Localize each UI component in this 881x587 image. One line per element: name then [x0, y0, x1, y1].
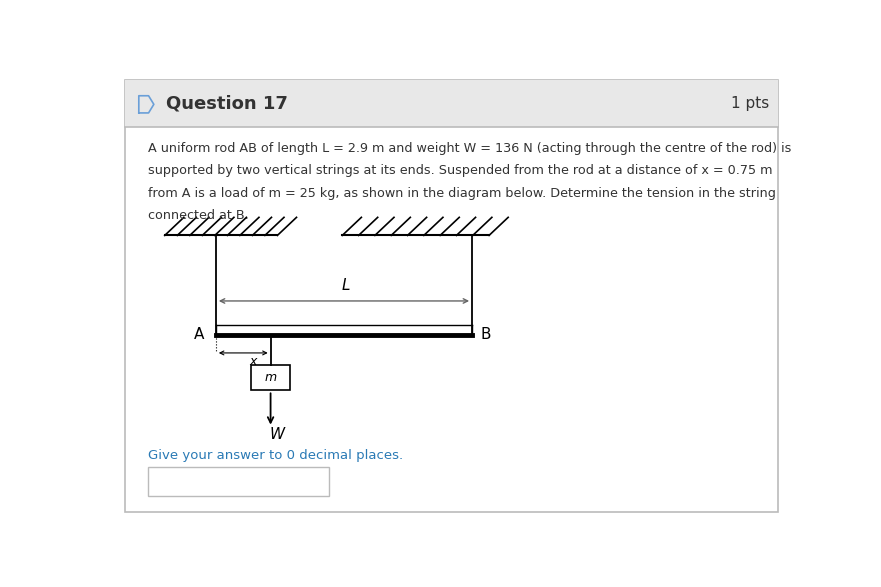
- Text: $L$: $L$: [341, 277, 351, 293]
- Bar: [148, 467, 329, 496]
- Text: $W$: $W$: [269, 426, 286, 442]
- Bar: [251, 365, 290, 390]
- Bar: [125, 80, 778, 127]
- Text: B: B: [481, 328, 492, 342]
- Text: $x$: $x$: [248, 356, 258, 369]
- Text: Give your answer to 0 decimal places.: Give your answer to 0 decimal places.: [148, 449, 403, 462]
- Text: 1 pts: 1 pts: [730, 96, 769, 112]
- Text: supported by two vertical strings at its ends. Suspended from the rod at a dista: supported by two vertical strings at its…: [148, 164, 772, 177]
- Text: connected at B.: connected at B.: [148, 210, 248, 222]
- Text: A: A: [194, 328, 204, 342]
- Text: Question 17: Question 17: [167, 95, 288, 113]
- Text: from A is a load of m = 25 kg, as shown in the diagram below. Determine the tens: from A is a load of m = 25 kg, as shown …: [148, 187, 775, 200]
- Text: A uniform rod AB of length L = 2.9 m and weight W = 136 N (acting through the ce: A uniform rod AB of length L = 2.9 m and…: [148, 141, 791, 155]
- Text: $m$: $m$: [264, 372, 278, 384]
